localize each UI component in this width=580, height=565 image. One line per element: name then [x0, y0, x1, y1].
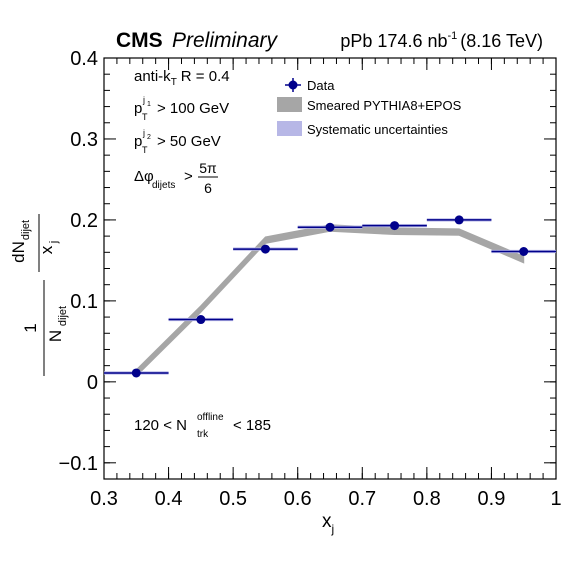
- mc-band-layer: [135, 224, 525, 378]
- x-tick-label: 0.7: [348, 488, 376, 510]
- y-tick-label: 0: [87, 372, 98, 394]
- data-point: [131, 368, 141, 378]
- svg-text:T: T: [142, 145, 148, 155]
- svg-text:T: T: [142, 112, 148, 122]
- svg-text:trk: trk: [197, 429, 209, 440]
- x-axis-label: xj: [322, 511, 334, 536]
- x-tick-label: 0.8: [413, 488, 441, 510]
- y-tick-label: 0.2: [70, 210, 98, 232]
- svg-text:dN: dN: [9, 241, 28, 263]
- x-tick-labels: 0.3 0.4 0.5 0.6 0.7 0.8 0.9 1: [90, 488, 561, 510]
- data-point: [519, 246, 529, 256]
- svg-text:1: 1: [147, 101, 151, 108]
- data-point: [325, 222, 335, 232]
- x-tick-label: 1: [550, 488, 561, 510]
- svg-text:< 185: < 185: [233, 417, 271, 434]
- y-tick-labels: −0.1 0 0.1 0.2 0.3 0.4: [59, 48, 98, 475]
- x-tick-label: 0.3: [90, 488, 118, 510]
- svg-text:p: p: [134, 133, 142, 150]
- data-points-layer: [104, 215, 556, 378]
- lumi-prefix: pPb 174.6 nb: [340, 31, 447, 51]
- legend-syst-label: Systematic uncertainties: [307, 122, 448, 137]
- svg-text:offline: offline: [197, 412, 224, 423]
- lumi-energy: (8.16 TeV): [460, 31, 543, 51]
- cms-label: CMS: [116, 29, 163, 52]
- y-tick-label: 0.3: [70, 129, 98, 151]
- data-point: [260, 244, 270, 254]
- svg-text:j: j: [142, 95, 145, 105]
- svg-text:1: 1: [21, 323, 40, 332]
- svg-text:j: j: [142, 128, 145, 138]
- legend-mc-swatch: [277, 97, 302, 112]
- svg-text:6: 6: [204, 180, 212, 196]
- x-tick-label: 0.4: [155, 488, 183, 510]
- mc-band: [135, 224, 525, 378]
- legend-data-label: Data: [307, 78, 335, 93]
- lumi-label: pPb 174.6 nb-1 (8.16 TeV): [340, 30, 543, 51]
- axis-ticks: [103, 57, 557, 480]
- x-tick-label: 0.9: [478, 488, 506, 510]
- svg-text:> 100 GeV: > 100 GeV: [157, 100, 229, 117]
- svg-text:2: 2: [147, 134, 151, 141]
- preliminary-label: Preliminary: [172, 29, 279, 52]
- y-tick-label: 0.1: [70, 291, 98, 313]
- legend-data-marker: [288, 80, 298, 90]
- algo-annotation: anti-kT R = 0.4: [134, 68, 230, 88]
- svg-text:j: j: [48, 241, 60, 244]
- data-point: [454, 215, 464, 225]
- svg-text:p: p: [134, 100, 142, 117]
- svg-text:5π: 5π: [199, 160, 217, 176]
- y-tick-label: 0.4: [70, 48, 98, 70]
- svg-text:>: >: [184, 168, 193, 185]
- svg-text:dijet: dijet: [20, 220, 32, 240]
- svg-text:x: x: [37, 245, 56, 254]
- pt1-annotation: p j 1 T > 100 GeV: [134, 95, 229, 122]
- pt2-annotation: p j 2 T > 50 GeV: [134, 128, 221, 155]
- svg-text:120 < N: 120 < N: [134, 417, 187, 434]
- svg-text:dijet: dijet: [57, 306, 69, 326]
- svg-text:> 50 GeV: > 50 GeV: [157, 133, 221, 150]
- x-tick-label: 0.5: [219, 488, 247, 510]
- multiplicity-annotation: 120 < N offline trk < 185: [134, 412, 271, 440]
- data-point: [390, 221, 400, 231]
- svg-text:N: N: [46, 330, 65, 342]
- y-tick-label: −0.1: [59, 453, 98, 475]
- legend: Data Smeared PYTHIA8+EPOS Systematic unc…: [277, 78, 462, 137]
- legend-mc-label: Smeared PYTHIA8+EPOS: [307, 98, 462, 113]
- dphi-annotation: Δφ dijets > 5π 6: [134, 160, 218, 196]
- data-point: [196, 315, 206, 325]
- legend-syst-swatch: [277, 121, 302, 136]
- y-axis-label: 1 N dijet dN dijet x j: [9, 214, 69, 376]
- x-tick-label: 0.6: [284, 488, 312, 510]
- svg-text:dijets: dijets: [152, 180, 175, 191]
- lumi-exponent: -1: [448, 30, 458, 42]
- svg-text:Δφ: Δφ: [134, 168, 154, 185]
